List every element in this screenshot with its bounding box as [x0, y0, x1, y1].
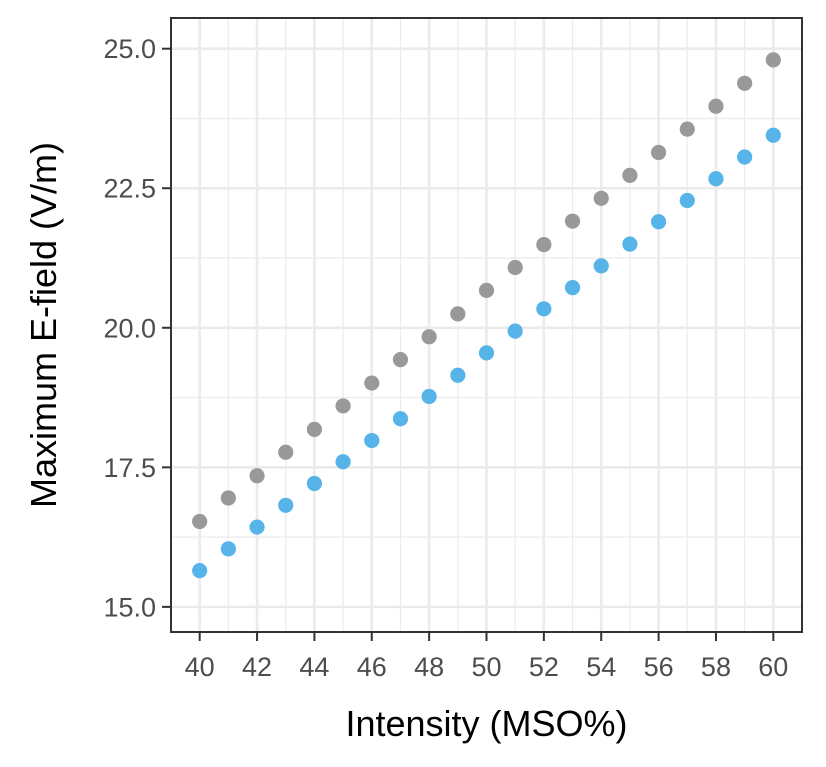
data-point: [421, 329, 437, 345]
data-point: [306, 475, 323, 492]
x-tick-label: 44: [299, 652, 329, 682]
data-point: [622, 167, 638, 184]
y-tick-label: 25.0: [103, 34, 156, 64]
data-point: [536, 237, 552, 253]
data-point: [650, 144, 667, 161]
data-point: [392, 411, 409, 427]
data-point: [392, 352, 409, 368]
data-point: [765, 127, 781, 143]
data-point: [421, 388, 437, 405]
y-tick-label: 15.0: [103, 592, 156, 622]
data-point: [765, 52, 781, 68]
data-point: [192, 513, 208, 530]
x-axis-title: Intensity (MSO%): [345, 703, 627, 744]
axes: 40 42 44 46 48 50 52 54 56 58 60 15.0 17.5 20.0 22.5 25…: [103, 34, 788, 682]
data-point: [593, 258, 609, 274]
data-point: [708, 98, 724, 114]
data-point: [622, 236, 638, 252]
data-point: [278, 444, 294, 460]
x-tick-label: 60: [758, 652, 788, 682]
x-tick-label: 58: [701, 652, 731, 682]
x-tick-label: 56: [644, 652, 674, 682]
gridlines: [171, 18, 802, 632]
data-point: [507, 259, 523, 276]
y-axis-title: Maximum E-field (V/m): [23, 142, 64, 508]
data-point: [364, 375, 380, 391]
data-point: [679, 192, 695, 209]
data-point: [450, 306, 466, 322]
data-point: [737, 75, 753, 91]
data-point: [249, 468, 265, 484]
y-tick-label: 20.0: [103, 313, 156, 343]
x-tick-label: 46: [357, 652, 387, 682]
data-point: [478, 282, 495, 298]
data-point: [564, 213, 581, 229]
x-tick-label: 40: [185, 652, 215, 682]
x-tick-label: 52: [529, 652, 559, 682]
data-point: [335, 398, 351, 414]
data-points: [192, 52, 781, 579]
x-tick-label: 54: [586, 652, 616, 682]
data-point: [679, 121, 695, 137]
data-point: [507, 323, 523, 339]
data-point: [737, 149, 753, 165]
data-point: [306, 421, 323, 437]
data-point: [335, 454, 351, 470]
data-point: [593, 190, 609, 206]
data-point: [249, 519, 265, 535]
x-tick-label: 42: [242, 652, 272, 682]
data-point: [536, 301, 552, 317]
y-tick-label: 22.5: [103, 174, 156, 204]
data-point: [450, 367, 466, 383]
data-point: [220, 490, 236, 506]
x-tick-label: 48: [414, 652, 444, 682]
data-point: [278, 497, 294, 513]
data-point: [192, 563, 208, 579]
data-point: [564, 280, 581, 296]
x-tick-label: 50: [471, 652, 501, 682]
data-point: [220, 541, 236, 557]
data-point: [650, 214, 667, 230]
data-point: [478, 345, 495, 361]
y-tick-label: 17.5: [103, 453, 156, 483]
data-point: [364, 432, 380, 449]
data-point: [708, 171, 724, 187]
